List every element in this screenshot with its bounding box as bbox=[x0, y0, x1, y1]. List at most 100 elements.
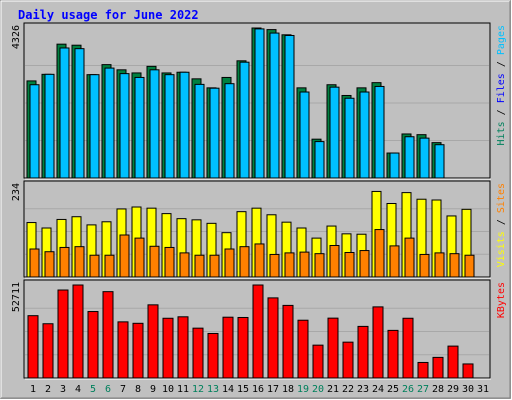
legend-label: KBytes bbox=[496, 282, 507, 318]
x-tick-label: 11 bbox=[177, 384, 189, 395]
x-tick-label: 5 bbox=[90, 384, 96, 395]
files-bar bbox=[359, 91, 370, 179]
sites-bar bbox=[239, 246, 250, 278]
sites-bar bbox=[74, 246, 85, 278]
files-bar bbox=[104, 67, 115, 179]
legend-entry: Visits bbox=[496, 231, 507, 267]
kbytes-bar bbox=[417, 361, 429, 379]
sites-bar bbox=[269, 253, 280, 278]
sites-bar bbox=[194, 254, 205, 278]
x-tick-label: 4 bbox=[75, 384, 81, 395]
kbytes-bar bbox=[237, 316, 249, 379]
sites-bar bbox=[344, 252, 355, 278]
sites-bar bbox=[404, 237, 415, 278]
kbytes-bar bbox=[72, 284, 84, 379]
kbytes-bar bbox=[297, 319, 309, 379]
legend-entry: Sites bbox=[496, 183, 507, 213]
files-bar bbox=[254, 28, 265, 179]
kbytes-bar bbox=[432, 356, 444, 379]
legend-entry: / bbox=[496, 213, 507, 231]
x-tick-label: 20 bbox=[312, 384, 324, 395]
x-tick-label: 7 bbox=[120, 384, 126, 395]
x-tick-label: 8 bbox=[135, 384, 141, 395]
sites-bar bbox=[284, 252, 295, 278]
kbytes-bar bbox=[327, 317, 339, 379]
kbytes-bar bbox=[222, 316, 234, 379]
x-tick-label: 28 bbox=[432, 384, 444, 395]
sites-bar bbox=[254, 243, 265, 278]
x-tick-label: 30 bbox=[462, 384, 474, 395]
files-bar bbox=[314, 141, 325, 179]
files-bar bbox=[239, 61, 250, 179]
kbytes-bar bbox=[267, 297, 279, 379]
files-bar bbox=[269, 32, 280, 179]
x-tick-label: 27 bbox=[417, 384, 429, 395]
x-tick-label: 23 bbox=[357, 384, 369, 395]
x-tick-label: 15 bbox=[237, 384, 249, 395]
sites-bar bbox=[104, 254, 115, 278]
kbytes-bar bbox=[252, 284, 264, 379]
kbytes-bar bbox=[207, 332, 219, 379]
legend-label: Hits / Files / Pages bbox=[496, 25, 507, 145]
sites-bar bbox=[89, 254, 100, 278]
files-bar bbox=[209, 87, 220, 179]
files-bar bbox=[284, 34, 295, 179]
legend-label: Visits / Sites bbox=[496, 183, 507, 267]
x-tick-label: 21 bbox=[327, 384, 339, 395]
legend-entry: Hits bbox=[496, 121, 507, 145]
sites-bar bbox=[209, 254, 220, 278]
sites-bar bbox=[299, 251, 310, 278]
kbytes-bar bbox=[282, 304, 294, 379]
kbytes-bar bbox=[87, 311, 99, 379]
kbytes-bar bbox=[102, 291, 114, 379]
x-tick-label: 22 bbox=[342, 384, 354, 395]
files-bar bbox=[224, 83, 235, 179]
files-bar bbox=[149, 69, 160, 179]
x-tick-label: 1 bbox=[30, 384, 36, 395]
sites-bar bbox=[419, 253, 430, 278]
sites-bar bbox=[389, 245, 400, 278]
sites-bar bbox=[149, 245, 160, 278]
x-tick-label: 13 bbox=[207, 384, 219, 395]
kbytes-bar bbox=[162, 317, 174, 379]
files-bar bbox=[344, 97, 355, 179]
kbytes-bar bbox=[177, 316, 189, 379]
x-tick-label: 24 bbox=[372, 384, 384, 395]
kbytes-bar bbox=[342, 341, 354, 379]
x-tick-label: 25 bbox=[387, 384, 399, 395]
sites-bar bbox=[314, 253, 325, 278]
panel-kbytes: 52711 KBytes bbox=[11, 279, 507, 380]
kbytes-bar bbox=[42, 323, 54, 379]
files-bar bbox=[59, 47, 70, 179]
kbytes-bar bbox=[447, 345, 459, 379]
x-tick-label: 31 bbox=[477, 384, 489, 395]
sites-bar bbox=[329, 245, 340, 278]
x-tick-label: 6 bbox=[105, 384, 111, 395]
files-bar bbox=[74, 48, 85, 179]
x-tick-label: 10 bbox=[162, 384, 174, 395]
sites-bar bbox=[359, 250, 370, 278]
files-bar bbox=[29, 84, 40, 179]
y-max-label: 234 bbox=[11, 183, 22, 201]
files-bar bbox=[194, 83, 205, 179]
x-tick-label: 29 bbox=[447, 384, 459, 395]
sites-bar bbox=[224, 248, 235, 278]
x-tick-label: 16 bbox=[252, 384, 264, 395]
y-max-label: 52711 bbox=[11, 282, 22, 312]
x-tick-label: 19 bbox=[297, 384, 309, 395]
legend-entry: / bbox=[496, 103, 507, 121]
files-bar bbox=[434, 144, 445, 179]
kbytes-bar bbox=[192, 327, 204, 379]
files-bar bbox=[179, 71, 190, 179]
sites-bar bbox=[449, 253, 460, 278]
x-tick-label: 2 bbox=[45, 384, 51, 395]
files-bar bbox=[374, 85, 385, 179]
sites-bar bbox=[134, 237, 145, 278]
kbytes-bar bbox=[372, 306, 384, 379]
kbytes-bar bbox=[387, 329, 399, 379]
files-bar bbox=[164, 74, 175, 179]
sites-bar bbox=[464, 254, 475, 278]
kbytes-bar bbox=[312, 344, 324, 379]
x-tick-label: 3 bbox=[60, 384, 66, 395]
x-tick-label: 12 bbox=[192, 384, 204, 395]
